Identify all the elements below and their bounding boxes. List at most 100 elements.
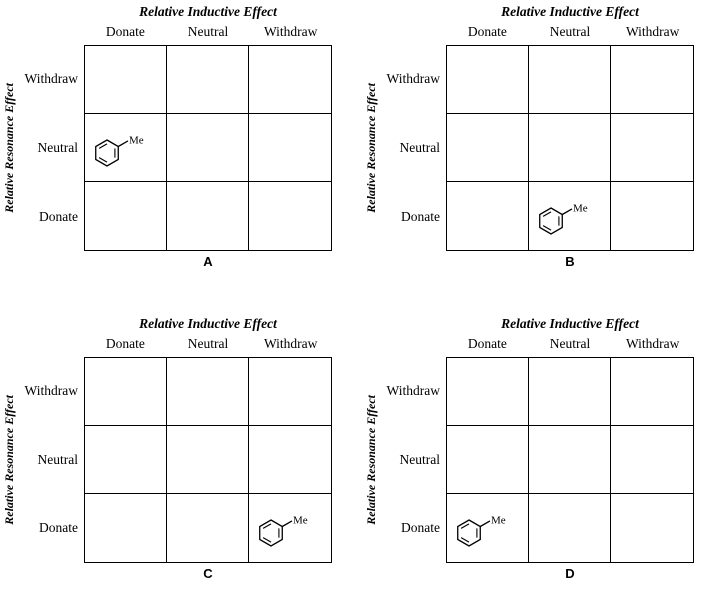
grid-cell [85,46,167,114]
grid-cell [249,358,331,426]
grid-cell [447,357,529,426]
grid-cell [167,357,249,426]
row-label-withdraw: Withdraw [24,382,78,398]
x-axis-title: Relative Inductive Effect [139,315,277,331]
grid-cell [167,493,249,562]
y-axis-title: Relative Resonance Effect [1,83,16,213]
panel-d: Relative Inductive Effect Donate Neutral… [362,316,708,593]
grid-cell [249,426,331,494]
row-label-neutral: Neutral [399,451,440,467]
row-label-donate: Donate [401,520,440,536]
row-labels: Withdraw Neutral Donate [380,45,446,251]
grid-cell: Me [249,494,331,562]
grid-cell [167,46,249,114]
grid-cell [249,46,331,114]
grid-cell [611,182,693,250]
grid-cell [249,114,331,182]
toluene-molecule: Me [95,134,144,167]
row-label-donate: Donate [401,208,440,224]
panel-label: A [203,254,213,269]
panel-label: C [203,565,213,581]
x-axis-title: Relative Inductive Effect [501,4,639,19]
col-header-donate: Donate [467,24,507,39]
row-label-donate: Donate [39,208,78,224]
column-headers: Donate Neutral Withdraw [446,24,694,45]
benzene-ring [457,518,481,547]
grid-cell [611,358,693,426]
grid-cell [167,182,249,250]
grid-cell [85,357,167,426]
grid-cell [447,425,529,494]
benzene-ring [95,138,119,167]
toluene-molecule: Me [259,514,308,547]
row-label-neutral: Neutral [37,451,78,467]
col-header-neutral: Neutral [549,24,591,39]
x-axis-title: Relative Inductive Effect [501,315,639,331]
row-label-withdraw: Withdraw [24,71,78,87]
col-header-donate: Donate [467,335,507,351]
y-axis-title: Relative Resonance Effect [1,394,16,525]
effect-grid: Me [84,45,332,251]
effect-grid: Me [84,356,332,563]
column-headers: Donate Neutral Withdraw [446,336,694,357]
methyl-bond [281,519,293,527]
methyl-label: Me [129,134,144,146]
grid-cell: Me [85,114,167,182]
row-labels: Withdraw Neutral Donate [18,45,84,251]
methyl-bond [561,208,573,216]
col-header-withdraw: Withdraw [625,24,680,39]
grid-cell [85,493,167,562]
grid-cell [85,182,167,250]
benzene-ring [539,207,563,235]
methyl-bond [117,139,129,147]
grid-cell [249,182,331,250]
panel-a: Relative Inductive Effect Donate Neutral… [0,4,346,282]
toluene-molecule: Me [457,514,506,547]
grid-cell [529,114,611,182]
row-labels: Withdraw Neutral Donate [380,357,446,563]
row-label-withdraw: Withdraw [386,71,440,87]
col-header-withdraw: Withdraw [625,335,680,351]
col-header-donate: Donate [105,24,145,39]
methyl-label: Me [491,514,506,526]
grid-cell [611,114,693,182]
grid-cell: Me [529,182,611,250]
grid-cell [611,494,693,562]
col-header-neutral: Neutral [187,335,229,351]
effect-grid: Me [446,356,694,563]
grid-cell [85,425,167,494]
methyl-label: Me [573,203,588,215]
grid-cell [447,114,529,182]
col-header-withdraw: Withdraw [263,335,318,351]
col-header-donate: Donate [105,335,145,351]
row-label-neutral: Neutral [399,140,440,155]
grid-cell [529,493,611,562]
methyl-bond [479,519,491,527]
grid-cell [529,425,611,494]
column-headers: Donate Neutral Withdraw [84,24,332,45]
panel-label: D [565,565,575,581]
grid-cell [529,46,611,114]
grid-cell: Me [447,493,529,562]
effect-grid: Me [446,45,694,251]
row-label-donate: Donate [39,520,78,536]
row-label-withdraw: Withdraw [386,382,440,398]
panel-b: Relative Inductive Effect Donate Neutral… [362,4,708,282]
column-headers: Donate Neutral Withdraw [84,336,332,357]
x-axis-title: Relative Inductive Effect [139,4,277,19]
panel-c: Relative Inductive Effect Donate Neutral… [0,316,346,593]
grid-cell [447,46,529,114]
grid-cell [611,426,693,494]
y-axis-title: Relative Resonance Effect [363,394,378,525]
grid-cell [611,46,693,114]
grid-cell [167,114,249,182]
col-header-withdraw: Withdraw [263,24,318,39]
grid-cell [167,425,249,494]
col-header-neutral: Neutral [549,335,591,351]
toluene-molecule: Me [539,203,588,235]
col-header-neutral: Neutral [187,24,229,39]
benzene-ring [259,518,283,547]
methyl-label: Me [293,514,308,526]
y-axis-title: Relative Resonance Effect [363,83,378,213]
